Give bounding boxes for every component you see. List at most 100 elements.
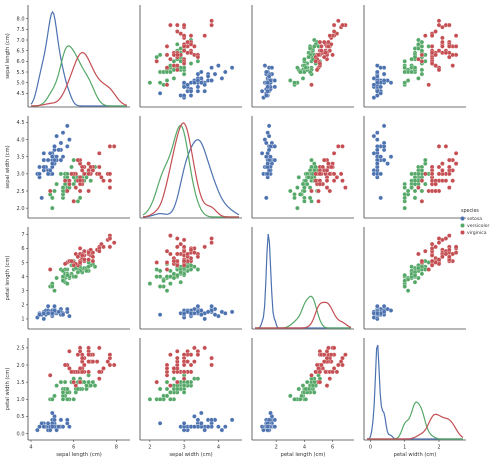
point-setosa	[50, 154, 55, 159]
point-versicolor	[147, 80, 153, 85]
point-virginica	[195, 254, 201, 260]
point-versicolor	[195, 267, 201, 272]
point-setosa	[199, 69, 204, 75]
point-virginica	[327, 33, 333, 38]
point-setosa	[266, 123, 272, 129]
point-virginica	[86, 257, 91, 262]
point-virginica	[168, 352, 173, 357]
point-versicolor	[65, 386, 70, 392]
point-versicolor	[65, 281, 70, 286]
point-virginica	[90, 168, 96, 173]
panel-sl-vs-pl	[251, 5, 354, 108]
point-virginica	[164, 248, 170, 254]
point-virginica	[107, 178, 113, 183]
x-tick-label: 2	[275, 445, 278, 451]
point-virginica	[77, 246, 83, 251]
x-tick-label: 0	[369, 445, 372, 451]
point-virginica	[436, 67, 442, 73]
point-setosa	[272, 157, 278, 163]
point-virginica	[440, 168, 445, 173]
panel-pw-vs-pl: 2 4 6 petal length (cm)	[251, 338, 354, 458]
point-virginica	[181, 352, 187, 357]
point-versicolor	[402, 59, 407, 64]
point-setosa	[216, 63, 221, 68]
y-tick-label: 6.5	[17, 48, 25, 54]
point-setosa	[58, 417, 64, 423]
point-virginica	[324, 178, 330, 183]
point-setosa	[65, 123, 70, 129]
point-virginica	[175, 236, 180, 241]
panel-sl-vs-sw	[139, 5, 242, 108]
point-versicolor	[306, 54, 311, 60]
point-virginica	[316, 52, 321, 58]
point-setosa	[192, 80, 197, 85]
point-setosa	[157, 91, 163, 96]
point-virginica	[436, 144, 442, 149]
point-setosa	[37, 171, 42, 177]
point-setosa	[37, 164, 42, 170]
point-versicolor	[164, 386, 170, 392]
point-virginica	[99, 175, 104, 180]
point-virginica	[209, 22, 214, 28]
point-virginica	[317, 39, 323, 45]
point-virginica	[324, 383, 330, 388]
point-virginica	[429, 258, 435, 264]
point-virginica	[447, 254, 452, 260]
point-virginica	[419, 178, 425, 183]
point-virginica	[195, 352, 201, 357]
panel-pl-vs-sl: 1 2 3 4 5 6 7 petal length (cm)	[5, 227, 130, 330]
point-setosa	[157, 312, 163, 317]
point-virginica	[181, 263, 187, 268]
point-virginica	[181, 244, 187, 250]
point-versicolor	[292, 397, 297, 402]
point-versicolor	[175, 272, 180, 278]
point-setosa	[199, 410, 204, 416]
point-setosa	[265, 171, 270, 177]
point-setosa	[205, 309, 211, 315]
point-versicolor	[288, 393, 293, 399]
point-virginica	[97, 171, 102, 177]
point-virginica	[433, 181, 438, 187]
point-setosa	[378, 171, 383, 177]
point-virginica	[331, 22, 337, 28]
point-virginica	[321, 352, 327, 357]
point-virginica	[309, 82, 314, 88]
point-virginica	[343, 352, 348, 357]
point-setosa	[223, 69, 228, 75]
kde-line-virginica	[255, 301, 352, 329]
point-versicolor	[86, 264, 91, 269]
point-virginica	[436, 240, 442, 245]
point-setosa	[195, 88, 201, 94]
point-setosa	[375, 63, 380, 68]
point-setosa	[60, 424, 66, 429]
point-setosa	[375, 303, 380, 309]
point-versicolor	[402, 65, 407, 70]
point-setosa	[39, 195, 44, 201]
point-versicolor	[307, 195, 313, 201]
point-versicolor	[412, 65, 418, 70]
point-virginica	[436, 48, 442, 53]
point-virginica	[47, 267, 53, 272]
point-setosa	[264, 69, 269, 75]
point-versicolor	[88, 178, 93, 183]
point-virginica	[416, 251, 421, 257]
point-setosa	[212, 71, 218, 77]
point-virginica	[447, 171, 452, 177]
point-virginica	[77, 178, 83, 183]
point-versicolor	[296, 386, 302, 392]
point-virginica	[447, 164, 452, 170]
point-virginica	[185, 39, 190, 45]
y-tick-label: 0.5	[17, 414, 25, 420]
point-virginica	[326, 345, 331, 351]
point-virginica	[164, 65, 170, 70]
point-versicolor	[175, 386, 180, 392]
point-virginica	[73, 185, 79, 190]
point-virginica	[73, 383, 79, 388]
point-setosa	[385, 161, 390, 166]
point-virginica	[107, 244, 113, 250]
point-virginica	[447, 54, 452, 60]
point-virginica	[416, 185, 421, 190]
point-virginica	[436, 18, 442, 24]
